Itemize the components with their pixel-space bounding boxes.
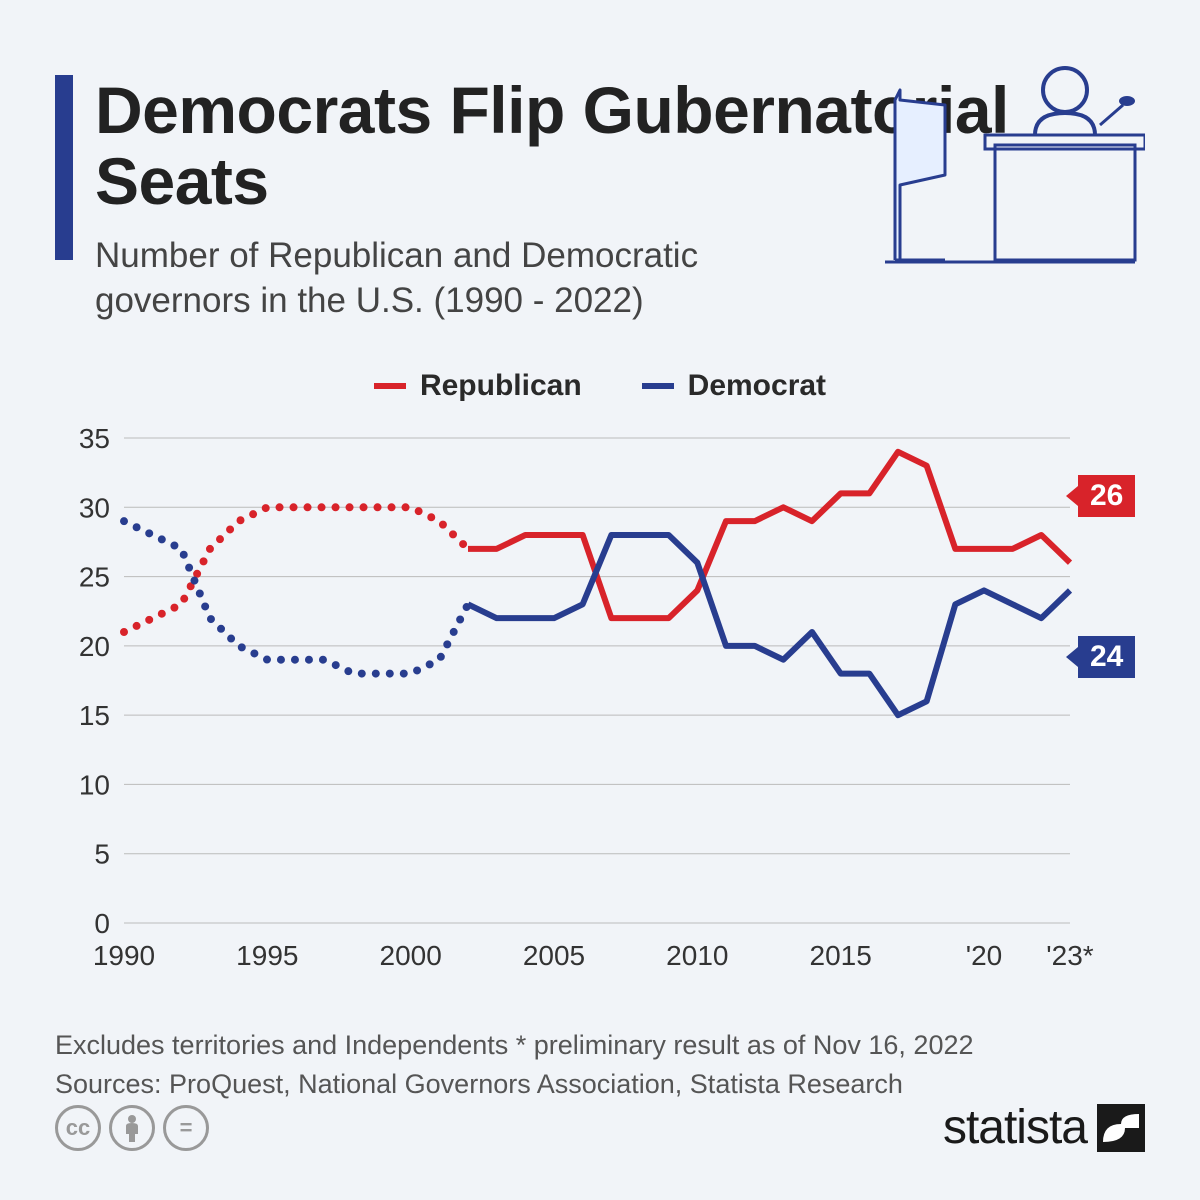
svg-text:25: 25 [79, 561, 110, 592]
accent-bar [55, 75, 73, 260]
footnotes: Excludes territories and Independents * … [55, 1026, 1145, 1104]
chart-svg: 0 5 10 15 20 25 30 35 1990 1995 2000 2005 2010 2015 '2… [50, 428, 1150, 988]
svg-text:1990: 1990 [93, 940, 155, 971]
brand-logo: statista [943, 1100, 1145, 1155]
svg-text:30: 30 [79, 492, 110, 523]
brand-mark-icon [1097, 1104, 1145, 1152]
legend-label-democrat: Democrat [688, 369, 826, 403]
svg-text:5: 5 [94, 839, 110, 870]
license-icons: cc = [55, 1105, 209, 1151]
end-value-republican: 26 [1078, 475, 1135, 517]
svg-text:2005: 2005 [523, 940, 585, 971]
legend-item-republican: Republican [374, 369, 582, 403]
svg-text:35: 35 [79, 428, 110, 454]
svg-text:2010: 2010 [666, 940, 728, 971]
footnote-exclusions: Excludes territories and Independents * … [55, 1026, 1145, 1065]
legend-item-democrat: Democrat [642, 369, 826, 403]
cc-icon: cc [55, 1105, 101, 1151]
line-chart: 0 5 10 15 20 25 30 35 1990 1995 2000 2005 2010 2015 '2… [50, 428, 1150, 988]
legend-swatch-republican [374, 383, 406, 389]
svg-text:2015: 2015 [810, 940, 872, 971]
by-icon [109, 1105, 155, 1151]
bottom-row: cc = statista [55, 1100, 1145, 1155]
svg-text:10: 10 [79, 769, 110, 800]
svg-text:15: 15 [79, 700, 110, 731]
svg-text:'23*: '23* [1046, 940, 1093, 971]
legend-swatch-democrat [642, 383, 674, 389]
svg-text:1995: 1995 [236, 940, 298, 971]
end-value-democrat: 24 [1078, 636, 1135, 678]
svg-text:20: 20 [79, 631, 110, 662]
svg-text:'20: '20 [966, 940, 1003, 971]
legend-label-republican: Republican [420, 369, 582, 403]
nd-icon: = [163, 1105, 209, 1151]
chart-legend: Republican Democrat [0, 369, 1200, 403]
page-subtitle: Number of Republican and Democratic gove… [95, 234, 795, 324]
footnote-sources: Sources: ProQuest, National Governors As… [55, 1065, 1145, 1104]
svg-text:0: 0 [94, 908, 110, 939]
svg-text:2000: 2000 [380, 940, 442, 971]
header: Democrats Flip Gubernatorial Seats Numbe… [0, 0, 1200, 324]
brand-name: statista [943, 1100, 1087, 1155]
podium-speaker-icon [875, 65, 1145, 265]
